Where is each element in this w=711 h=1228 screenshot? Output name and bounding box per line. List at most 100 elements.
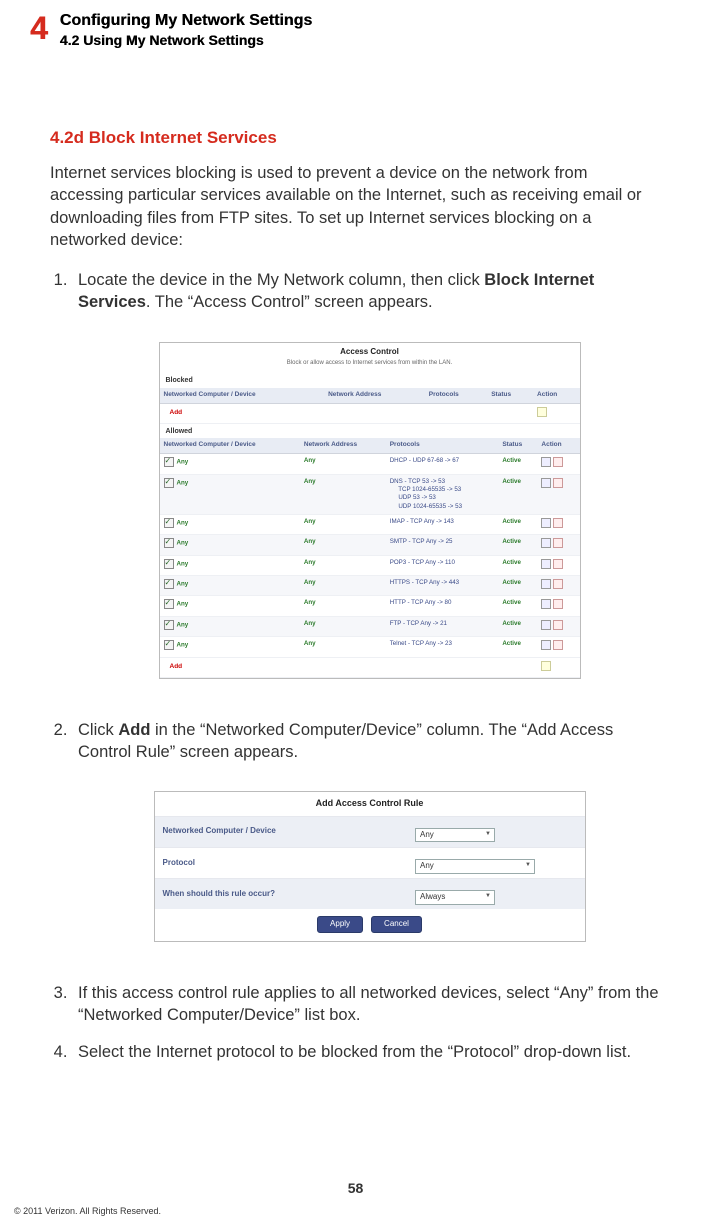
row-status: Active	[502, 599, 521, 606]
step-4: Select the Internet protocol to be block…	[72, 1041, 661, 1063]
apply-button[interactable]: Apply	[317, 916, 363, 933]
delete-icon[interactable]	[553, 620, 563, 630]
edit-icon[interactable]	[541, 478, 551, 488]
row-device[interactable]: Any	[177, 459, 189, 466]
ac-blocked-table: Networked Computer / Device Network Addr…	[160, 388, 580, 424]
row-protocol: DNS - TCP 53 -> 53 TCP 1024-65535 -> 53 …	[386, 474, 499, 514]
ac-blocked-label: Blocked	[160, 373, 580, 387]
row-protocol: Telnet - TCP Any -> 23	[386, 637, 499, 657]
row-protocol: IMAP - TCP Any -> 143	[386, 515, 499, 535]
aacr-device-label: Networked Computer / Device	[155, 821, 408, 842]
ac-col-device: Networked Computer / Device	[160, 388, 325, 403]
ac-col-status: Status	[498, 438, 537, 453]
checkbox-icon[interactable]	[164, 457, 174, 467]
edit-icon[interactable]	[541, 579, 551, 589]
row-status: Active	[502, 620, 521, 627]
edit-icon[interactable]	[541, 640, 551, 650]
steps-list: Locate the device in the My Network colu…	[50, 269, 661, 1063]
intro-paragraph: Internet services blocking is used to pr…	[50, 162, 661, 251]
aacr-device-select[interactable]: Any	[415, 828, 495, 843]
row-device[interactable]: Any	[177, 520, 189, 527]
table-row: Any Any HTTPS - TCP Any -> 443Active	[160, 576, 580, 596]
aacr-protocol-label: Protocol	[155, 853, 408, 874]
checkbox-icon[interactable]	[164, 620, 174, 630]
edit-icon[interactable]	[541, 538, 551, 548]
row-status: Active	[502, 640, 521, 647]
table-row: Any Any Telnet - TCP Any -> 23Active	[160, 637, 580, 657]
delete-icon[interactable]	[553, 518, 563, 528]
table-row: Any Any DNS - TCP 53 -> 53 TCP 1024-65535 …	[160, 474, 580, 514]
edit-icon[interactable]	[541, 599, 551, 609]
checkbox-icon[interactable]	[164, 640, 174, 650]
row-device[interactable]: Any	[177, 601, 189, 608]
delete-icon[interactable]	[553, 640, 563, 650]
step-3: If this access control rule applies to a…	[72, 982, 661, 1027]
row-address[interactable]: Any	[304, 478, 316, 485]
row-device[interactable]: Any	[177, 581, 189, 588]
chapter-title: Configuring My Network Settings	[60, 12, 312, 30]
cancel-button[interactable]: Cancel	[371, 916, 422, 933]
aacr-when-select[interactable]: Always	[415, 890, 495, 905]
row-protocol: POP3 - TCP Any -> 110	[386, 555, 499, 575]
step-2-pre: Click	[78, 721, 118, 739]
row-protocol: HTTPS - TCP Any -> 443	[386, 576, 499, 596]
row-address[interactable]: Any	[304, 538, 316, 545]
checkbox-icon[interactable]	[164, 579, 174, 589]
checkbox-icon[interactable]	[164, 518, 174, 528]
ac-title: Access Control	[160, 343, 580, 360]
table-row: AnyAnyDHCP - UDP 67-68 -> 67Active	[160, 454, 580, 474]
ac-blocked-add-link[interactable]: Add	[164, 407, 189, 420]
row-device[interactable]: Any	[177, 479, 189, 486]
row-device[interactable]: Any	[177, 642, 189, 649]
chapter-number: 4	[30, 12, 48, 44]
row-address[interactable]: Any	[304, 599, 316, 606]
ac-subtitle: Block or allow access to Internet servic…	[160, 359, 580, 373]
chapter-header: 4 Configuring My Network Settings 4.2 Us…	[30, 12, 681, 48]
row-address[interactable]: Any	[304, 457, 316, 464]
section-heading: 4.2d Block Internet Services	[50, 128, 661, 148]
ac-col-status: Status	[487, 388, 533, 403]
checkbox-icon[interactable]	[164, 599, 174, 609]
row-address[interactable]: Any	[304, 620, 316, 627]
add-rule-screenshot: Add Access Control Rule Networked Comput…	[154, 791, 586, 942]
row-device[interactable]: Any	[177, 621, 189, 628]
delete-icon[interactable]	[553, 599, 563, 609]
table-row: AnyAnyPOP3 - TCP Any -> 110Active	[160, 555, 580, 575]
row-protocol: HTTP - TCP Any -> 80	[386, 596, 499, 616]
checkbox-icon[interactable]	[164, 559, 174, 569]
table-row: AnyAnyFTP - TCP Any -> 21Active	[160, 616, 580, 636]
edit-icon[interactable]	[541, 457, 551, 467]
table-row: AnyAnySMTP - TCP Any -> 25Active	[160, 535, 580, 555]
add-icon[interactable]	[541, 661, 551, 671]
add-icon[interactable]	[537, 407, 547, 417]
row-status: Active	[502, 579, 521, 586]
ac-col-proto: Protocols	[425, 388, 487, 403]
step-1-post: . The “Access Control” screen appears.	[146, 293, 433, 311]
row-status: Active	[502, 457, 521, 464]
ac-col-proto: Protocols	[386, 438, 499, 453]
edit-icon[interactable]	[541, 620, 551, 630]
delete-icon[interactable]	[553, 457, 563, 467]
edit-icon[interactable]	[541, 559, 551, 569]
delete-icon[interactable]	[553, 478, 563, 488]
step-1-pre: Locate the device in the My Network colu…	[78, 271, 484, 289]
aacr-protocol-select[interactable]: Any	[415, 859, 535, 874]
delete-icon[interactable]	[553, 538, 563, 548]
row-address[interactable]: Any	[304, 559, 316, 566]
row-device[interactable]: Any	[177, 560, 189, 567]
ac-col-action: Action	[533, 388, 579, 403]
step-2-post: in the “Networked Computer/Device” colum…	[78, 721, 613, 761]
row-address[interactable]: Any	[304, 579, 316, 586]
checkbox-icon[interactable]	[164, 478, 174, 488]
checkbox-icon[interactable]	[164, 538, 174, 548]
step-2: Click Add in the “Networked Computer/Dev…	[72, 719, 661, 942]
ac-col-addr: Network Address	[300, 438, 386, 453]
aacr-title: Add Access Control Rule	[155, 792, 585, 815]
row-device[interactable]: Any	[177, 540, 189, 547]
delete-icon[interactable]	[553, 559, 563, 569]
delete-icon[interactable]	[553, 579, 563, 589]
edit-icon[interactable]	[541, 518, 551, 528]
row-address[interactable]: Any	[304, 518, 316, 525]
ac-allowed-add-link[interactable]: Add	[164, 661, 189, 674]
row-address[interactable]: Any	[304, 640, 316, 647]
